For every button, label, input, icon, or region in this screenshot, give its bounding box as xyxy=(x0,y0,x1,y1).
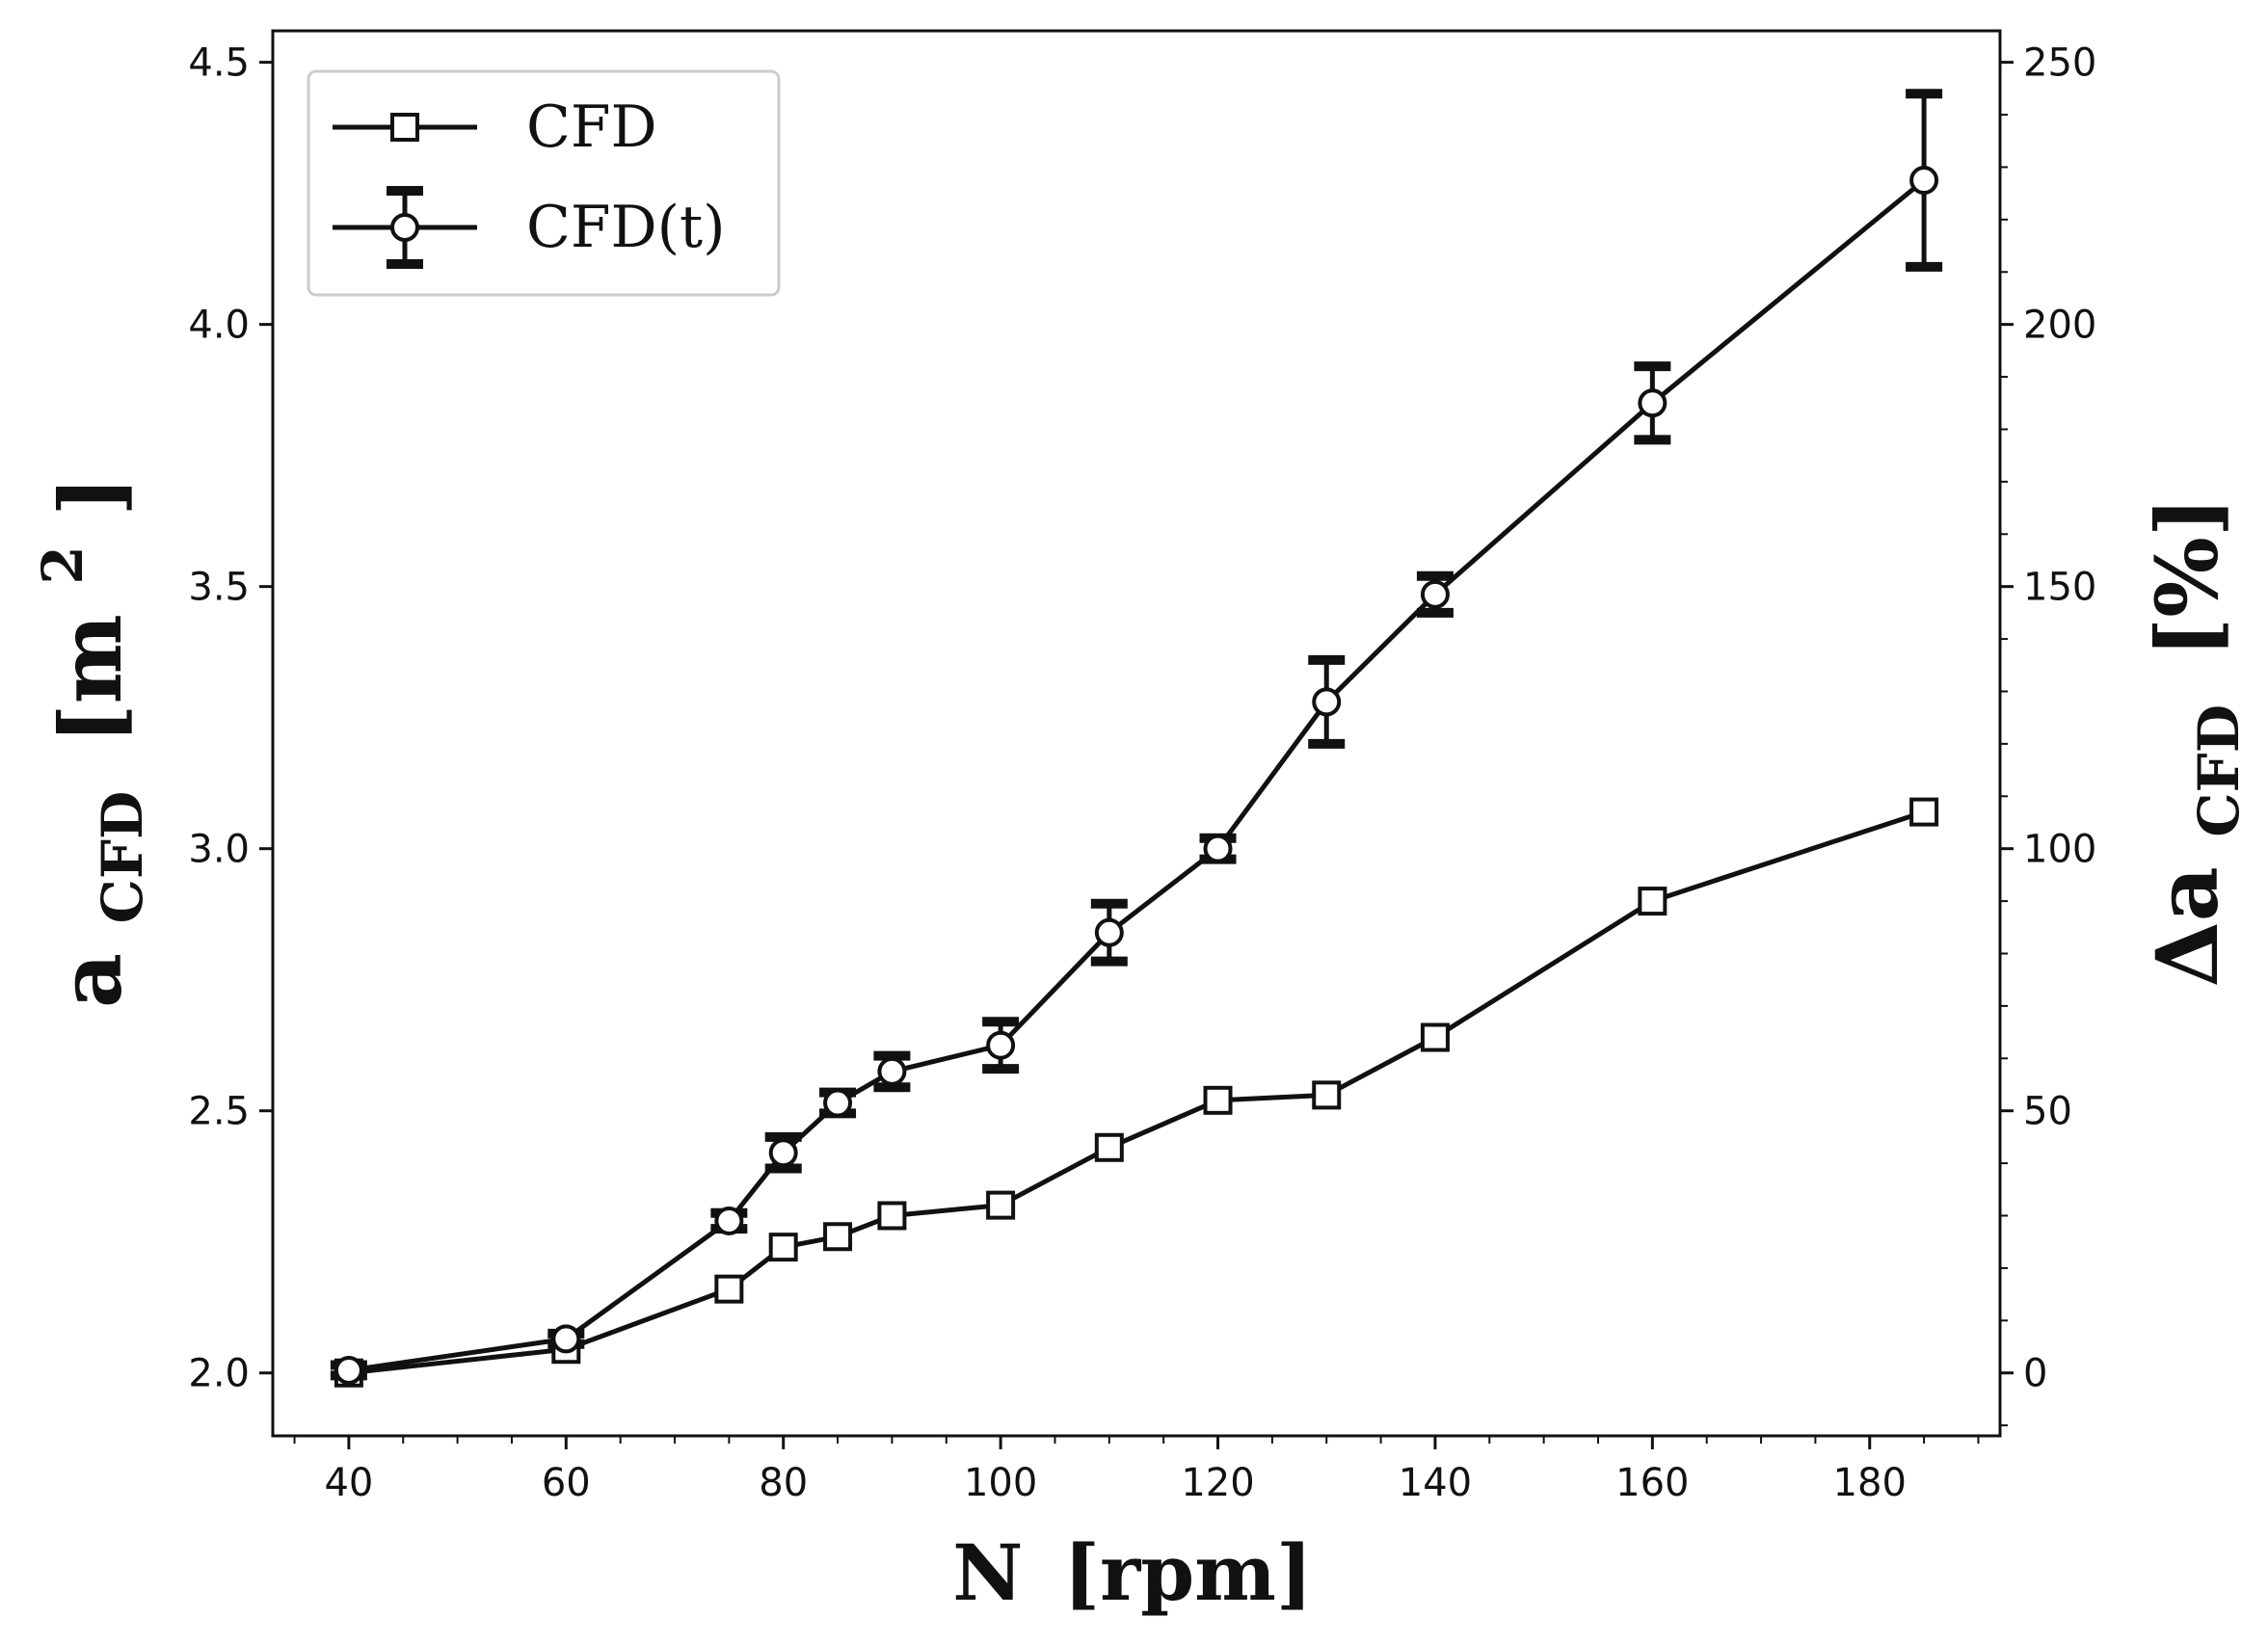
y-tick-label: 2.0 xyxy=(188,1352,250,1396)
y-axis-label-sup: 2 xyxy=(30,545,95,584)
data-point-cfd xyxy=(714,1274,744,1304)
data-point-cfd xyxy=(1909,797,1939,827)
y-axis-label: a CFD [m 2 ] xyxy=(2,476,162,1008)
data-point-cfd xyxy=(1638,887,1668,916)
y2-axis-label-unit: [%] xyxy=(2137,496,2237,657)
data-point-cfd-t xyxy=(768,1138,798,1168)
y-tick-label: 3.5 xyxy=(188,566,250,610)
data-point-cfd xyxy=(877,1201,907,1231)
tick-layer: 40 60 80 100 120 140 160 180 2.0 2.5 3.0 3.5 4.0 4.5 0… xyxy=(188,41,2096,1505)
legend-marker-cfd xyxy=(390,113,419,142)
legend-entry-cfd: CFD xyxy=(333,93,657,161)
data-point-cfd-t xyxy=(1312,687,1342,717)
y-axis-label-unit: [m xyxy=(40,614,141,744)
legend-label-cfd-t: CFD(t) xyxy=(526,194,726,261)
x-tick-label: 160 xyxy=(1615,1461,1689,1505)
x-axis-label: N [rpm] xyxy=(952,1527,1312,1618)
y2-axis-label-sub: CFD xyxy=(2186,704,2252,837)
y-tick-label: 4.0 xyxy=(188,304,250,348)
data-point-cfd-t xyxy=(551,1324,581,1354)
data-point-cfd-t xyxy=(986,1030,1016,1060)
data-point-cfd xyxy=(1094,1132,1124,1162)
data-point-cfd-t xyxy=(1094,917,1124,947)
x-tick-label: 120 xyxy=(1181,1461,1254,1505)
data-point-cfd xyxy=(1420,1022,1450,1052)
legend-entry-cfd-t: CFD(t) xyxy=(333,186,726,269)
data-point-cfd-t xyxy=(334,1355,363,1385)
y2-axis-label: Δa CFD [%] xyxy=(2137,496,2258,987)
data-point-cfd-t xyxy=(877,1056,907,1086)
data-point-cfd-t xyxy=(823,1088,853,1118)
data-point-cfd-t xyxy=(1203,834,1233,863)
data-point-cfd-t xyxy=(1420,579,1450,609)
y-axis-label-sub: CFD xyxy=(90,791,155,924)
y2-tick-label: 0 xyxy=(2023,1352,2047,1396)
x-tick-label: 60 xyxy=(542,1461,591,1505)
y2-tick-label: 250 xyxy=(2023,41,2096,86)
data-point-cfd xyxy=(1203,1085,1233,1115)
data-point-cfd-t xyxy=(1638,388,1668,418)
x-tick-label: 140 xyxy=(1399,1461,1472,1505)
plot-frame xyxy=(271,29,2002,1438)
y-axis-label-close: ] xyxy=(40,476,141,517)
series-layer xyxy=(330,89,1943,1388)
data-point-cfd xyxy=(823,1222,853,1252)
x-tick-label: 40 xyxy=(324,1461,373,1505)
x-tick-label: 80 xyxy=(759,1461,808,1505)
legend-label-cfd: CFD xyxy=(526,93,657,161)
x-tick-label: 180 xyxy=(1833,1461,1907,1505)
data-point-cfd-t xyxy=(1909,166,1939,196)
data-point-cfd xyxy=(768,1233,798,1262)
x-axis-label-main: N xyxy=(952,1527,1023,1618)
y2-tick-label: 200 xyxy=(2023,304,2096,348)
x-tick-label: 100 xyxy=(964,1461,1037,1505)
data-point-cfd xyxy=(986,1190,1016,1220)
y-tick-label: 4.5 xyxy=(188,41,250,86)
legend: CFD CFD(t) xyxy=(307,69,781,297)
y2-tick-label: 50 xyxy=(2023,1090,2072,1134)
y2-tick-label: 150 xyxy=(2023,566,2096,610)
y2-tick-label: 100 xyxy=(2023,828,2096,872)
x-axis-label-unit: [rpm] xyxy=(1063,1527,1312,1618)
legend-marker-cfd-t xyxy=(390,213,419,242)
y-axis-label-main: a xyxy=(40,953,141,1008)
y-tick-label: 3.0 xyxy=(188,828,250,872)
data-point-cfd xyxy=(1312,1080,1342,1110)
y2-axis-label-main: Δa xyxy=(2137,866,2237,987)
y-tick-label: 2.5 xyxy=(188,1090,250,1134)
data-point-cfd-t xyxy=(714,1206,744,1235)
